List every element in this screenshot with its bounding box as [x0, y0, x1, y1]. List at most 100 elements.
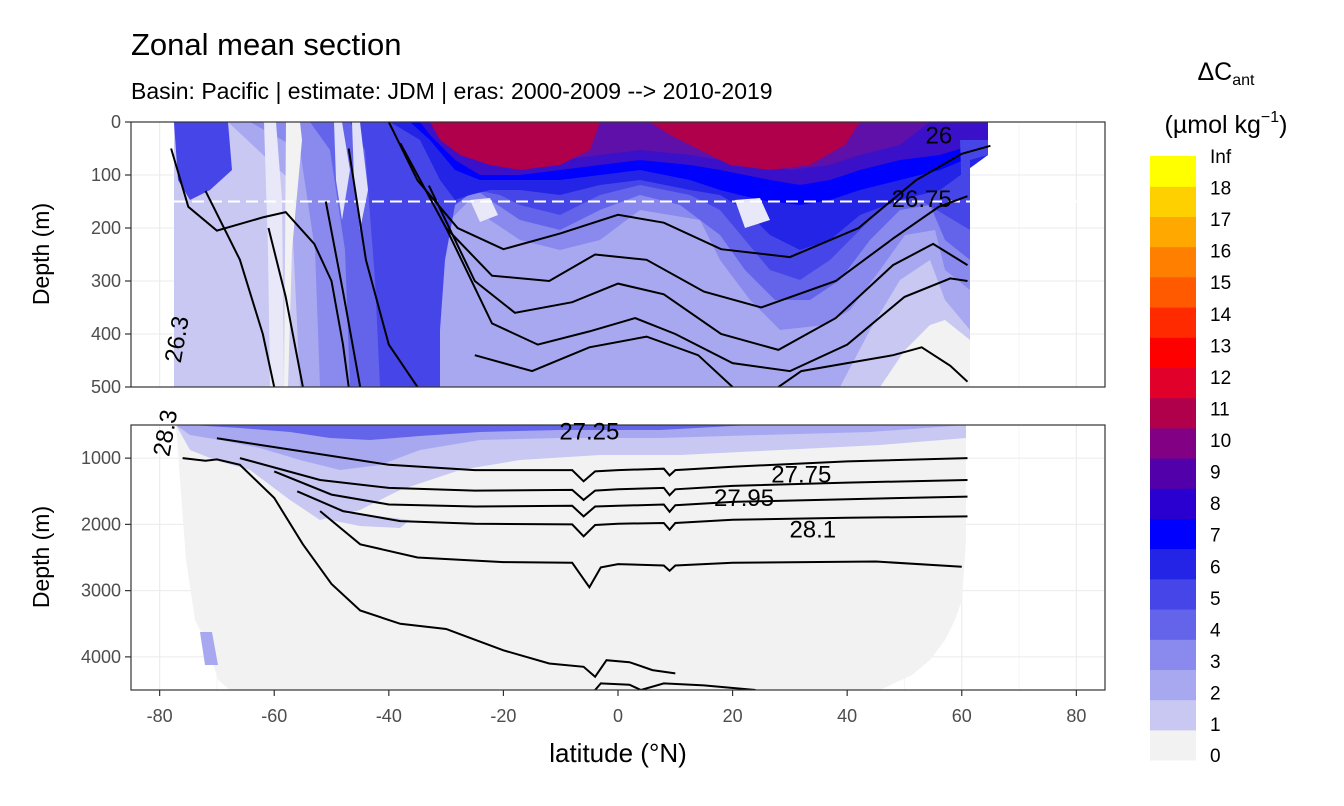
cant-light-patch-2: [735, 198, 770, 228]
cant-band-10-11: [430, 122, 600, 170]
contour-label: 27.75: [771, 462, 831, 489]
legend-color-swatch: [1150, 699, 1196, 731]
legend-label: 4: [1210, 620, 1221, 641]
chart-subtitle: Basin: Pacific | estimate: JDM | eras: 2…: [131, 78, 773, 104]
chart-title: Zonal mean section: [131, 27, 402, 62]
x-tick-label: 40: [837, 706, 857, 726]
legend-unit-open: (µmol kg: [1165, 111, 1261, 139]
legend-color-swatch: [1150, 669, 1196, 701]
x-tick-label: -60: [261, 706, 287, 726]
legend-title: ΔCant: [1197, 58, 1255, 89]
y-tick-label: 300: [91, 271, 121, 291]
isopycnal-contour-upper: [204, 190, 276, 387]
x-tick-label: -40: [376, 706, 402, 726]
legend-unit-superscript: −1: [1261, 109, 1279, 126]
y-tick-label: 100: [91, 165, 121, 185]
y-tick-label: 500: [91, 377, 121, 397]
cant-light-stripe-4: [352, 122, 368, 230]
legend-label: 11: [1210, 399, 1230, 420]
upper-panel: 0 100 200 300 400 500: [91, 112, 1106, 397]
legend-label: 1: [1210, 715, 1221, 736]
legend-color-swatch: [1150, 156, 1196, 187]
contour-label: 26: [925, 122, 952, 149]
cant-blue-wedge: [174, 122, 232, 200]
legend-label: 3: [1210, 652, 1221, 673]
cant-light-stripe-1: [264, 122, 284, 387]
legend-color-swatch: [1150, 609, 1196, 640]
contour-label: 27.95: [714, 485, 774, 512]
contour-label: 28.1: [789, 517, 836, 544]
legend-label: 5: [1210, 589, 1221, 610]
legend-color-swatch: [1150, 186, 1196, 217]
isopycnal-contour-upper: [399, 142, 968, 309]
legend-label: 6: [1210, 557, 1221, 578]
x-tick-label: -80: [147, 706, 173, 726]
y-tick-label: 400: [91, 324, 121, 344]
legend-color-swatch: [1150, 578, 1196, 610]
lower-isopycnal-contours: [182, 437, 968, 690]
cant-deep-patch-1: [320, 512, 410, 528]
legend-color-swatch: [1150, 548, 1196, 580]
isopycnal-contour-upper: [347, 148, 419, 387]
isopycnal-contour-lower: [182, 457, 676, 679]
legend-color-swatch: [1150, 639, 1196, 670]
isopycnal-contour-lower: [594, 682, 756, 690]
legend-title-symbol: ΔC: [1197, 58, 1232, 86]
cant-light-stripe-2: [284, 122, 302, 387]
legend-color-swatch: [1150, 397, 1196, 429]
legend-label: 12: [1210, 368, 1231, 389]
lower-panel: 1000 2000 3000 4000: [81, 424, 1106, 691]
legend-color-swatch: [1150, 729, 1196, 761]
legend-unit-close: ): [1279, 111, 1287, 139]
y-tick-label: 4000: [81, 647, 121, 667]
cant-deep-band-3-4: [190, 425, 750, 440]
legend-color-swatch: [1150, 367, 1196, 399]
isopycnal-contour-upper: [427, 185, 969, 351]
isopycnal-contour-upper: [445, 227, 968, 373]
legend-color-swatch: [1150, 488, 1196, 519]
isopycnal-contour-upper: [324, 201, 362, 387]
legend-label: 9: [1210, 463, 1221, 484]
isopycnal-contour-upper: [170, 148, 350, 387]
contour-label: 26.75: [892, 186, 952, 213]
x-tick-label: -20: [490, 706, 516, 726]
legend-color-swatch: [1150, 427, 1196, 459]
x-tick-label: 80: [1066, 706, 1086, 726]
lower-y-axis: 1000 2000 3000 4000: [81, 448, 131, 667]
cant-band-10-11-b: [650, 122, 860, 170]
isopycnal-contour-upper: [777, 346, 969, 387]
legend-label: 16: [1210, 242, 1231, 263]
upper-isopycnal-contours: [170, 122, 991, 387]
legend-label: 8: [1210, 494, 1221, 515]
y-tick-label: 2000: [81, 514, 121, 534]
legend-label: 18: [1210, 179, 1231, 200]
legend-title-subscript: ant: [1232, 72, 1255, 89]
y-axis-title-lower: Depth (m): [28, 506, 54, 608]
y-tick-label: 0: [111, 112, 121, 132]
x-tick-label: 20: [723, 706, 743, 726]
legend-color-swatch: [1150, 518, 1196, 550]
cant-light-stripe-3: [334, 122, 350, 220]
lower-panel-cant-field: [176, 425, 966, 690]
y-tick-label: 3000: [81, 581, 121, 601]
x-tick-label: 0: [613, 706, 623, 726]
x-tick-label: 60: [952, 706, 972, 726]
legend-label: 13: [1210, 336, 1231, 357]
legend: ΔCant (µmol kg−1) Inf1817161514131211109…: [1150, 58, 1287, 767]
isopycnal-contour-lower: [273, 470, 968, 518]
y-tick-label: 1000: [81, 448, 121, 468]
isopycnal-contour-upper: [387, 122, 991, 259]
legend-label: 17: [1210, 210, 1231, 231]
legend-color-swatch: [1150, 246, 1196, 278]
upper-panel-border: [130, 121, 1106, 388]
legend-color-swatch: [1150, 458, 1196, 489]
isopycnal-contour-upper: [474, 335, 734, 387]
legend-label: Inf: [1210, 147, 1232, 168]
legend-color-swatch: [1150, 337, 1196, 368]
legend-label: 0: [1210, 746, 1221, 767]
legend-label: 2: [1210, 684, 1221, 705]
isopycnal-contour-lower: [319, 510, 962, 590]
y-axis-title-upper: Depth (m): [28, 203, 54, 305]
isopycnal-contour-lower: [239, 457, 968, 502]
